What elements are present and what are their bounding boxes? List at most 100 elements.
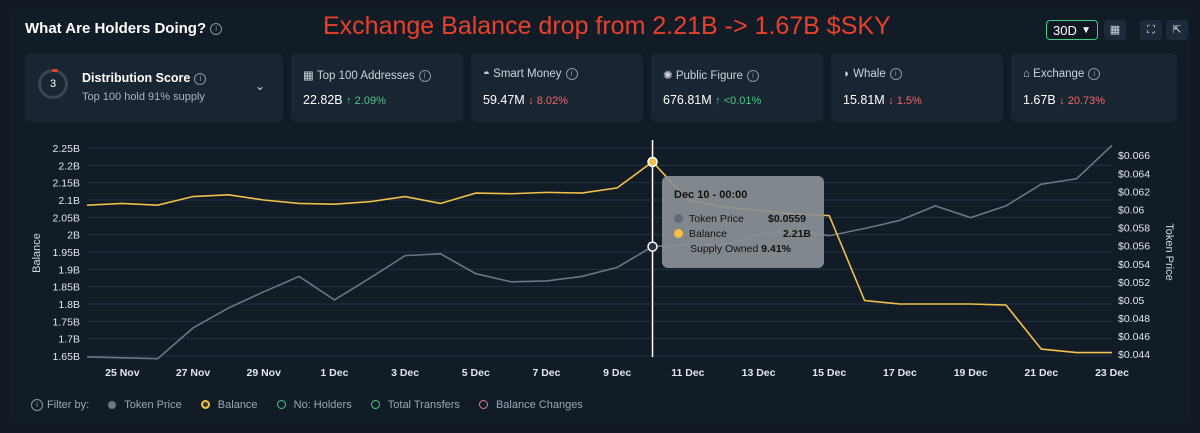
fullscreen-icon[interactable]: ⛶ bbox=[1140, 20, 1162, 40]
y-tick-label: 2.25B bbox=[53, 143, 80, 155]
chart-grid bbox=[87, 147, 1112, 357]
period-value: 30D bbox=[1053, 23, 1077, 38]
y-tick-label: 1.65B bbox=[53, 351, 80, 363]
y2-tick-label: $0.064 bbox=[1118, 168, 1150, 180]
info-icon[interactable]: i bbox=[565, 68, 578, 80]
exchange-card[interactable]: ⌂ Exchange i 1.67B ↓ 20.73% bbox=[1011, 53, 1177, 122]
y-axis-title: Balance bbox=[31, 233, 43, 273]
top100-card[interactable]: ▦ Top 100 Addresses i 22.82B ↑ 2.09% bbox=[291, 53, 463, 122]
y2-tick-label: $0.048 bbox=[1118, 313, 1150, 325]
token-price-line bbox=[86, 144, 1113, 360]
y-tick-label: 2.15B bbox=[53, 178, 80, 190]
legend-balance-changes[interactable]: Balance Changes bbox=[478, 399, 591, 411]
chevron-down-icon[interactable]: ⌄ bbox=[255, 79, 266, 93]
top100-label-row: ▦ Top 100 Addresses i bbox=[303, 68, 431, 82]
y-axis-right: $0.044 $0.046 $0.048 $0.05 $0.052 $0.054 $0.05… bbox=[1118, 150, 1150, 361]
whale-card[interactable]: ◗ Whale i 15.81M ↓ 1.5% bbox=[831, 53, 1003, 122]
public-label: Public Figure bbox=[675, 70, 743, 82]
whale-label-row: ◗ Whale i bbox=[843, 68, 902, 80]
smart-value-row: 59.47M ↓ 8.02% bbox=[483, 93, 568, 107]
legend-label: Token Price bbox=[124, 399, 182, 411]
info-icon[interactable]: i bbox=[418, 69, 431, 82]
public-figure-card[interactable]: ✺ Public Figure i 676.81M ↑ <0.01% bbox=[651, 53, 823, 122]
x-tick-label: 27 Nov bbox=[176, 367, 211, 379]
y-tick-label: 2.1B bbox=[58, 195, 80, 207]
filter-text: Filter by: bbox=[47, 399, 90, 411]
x-tick-label: 13 Dec bbox=[742, 367, 776, 379]
exchange-value: 1.67B bbox=[1023, 93, 1056, 107]
info-icon[interactable]: i bbox=[210, 23, 223, 36]
y2-tick-label: $0.052 bbox=[1118, 277, 1150, 289]
y2-tick-label: $0.066 bbox=[1118, 150, 1150, 162]
tooltip-supply-label: Supply Owned bbox=[690, 243, 759, 255]
y-axis-left: 1.65B 1.7B 1.75B 1.8B 1.85B 1.9B 1.95B 2B 2.05B 2… bbox=[53, 143, 80, 363]
legend-token-price[interactable]: Token Price bbox=[108, 399, 189, 411]
x-tick-label: 25 Nov bbox=[105, 367, 140, 379]
price-dot bbox=[674, 214, 683, 223]
y2-tick-label: $0.054 bbox=[1118, 259, 1150, 271]
hover-marker bbox=[647, 140, 658, 357]
x-tick-label: 19 Dec bbox=[954, 367, 988, 379]
tooltip-title: Dec 10 - 00:00 bbox=[674, 189, 748, 201]
balance-point bbox=[647, 156, 658, 168]
y2-tick-label: $0.056 bbox=[1118, 241, 1150, 253]
legend-dot bbox=[478, 400, 488, 409]
x-axis: 25 Nov 27 Nov 29 Nov 1 Dec 3 Dec 5 Dec 7 Dec 9 … bbox=[105, 367, 1129, 379]
tooltip-price-row: Token Price bbox=[674, 213, 744, 225]
public-label-row: ✺ Public Figure i bbox=[663, 68, 759, 82]
y-tick-label: 1.8B bbox=[58, 299, 80, 311]
panel-title-text: What Are Holders Doing? bbox=[25, 20, 207, 37]
top100-value: 22.82B bbox=[303, 93, 343, 107]
legend-label: No: Holders bbox=[293, 399, 352, 411]
legend-balance[interactable]: Balance bbox=[200, 399, 266, 411]
info-icon[interactable]: i bbox=[889, 68, 902, 80]
legend-dot bbox=[108, 401, 117, 409]
balance-dot bbox=[674, 229, 683, 238]
y-tick-label: 1.85B bbox=[53, 282, 80, 294]
legend-dot bbox=[276, 400, 286, 409]
y-tick-label: 2B bbox=[67, 230, 80, 242]
info-icon[interactable]: i bbox=[746, 69, 759, 82]
panel-title: What Are Holders Doing? i bbox=[25, 20, 223, 37]
x-tick-label: 15 Dec bbox=[812, 367, 846, 379]
legend-label: Balance bbox=[217, 399, 258, 411]
legend-dot bbox=[200, 400, 210, 409]
legend-label: Balance Changes bbox=[495, 399, 583, 411]
distribution-score-card[interactable]: 3 Distribution Score i Top 100 hold 91% s… bbox=[25, 53, 283, 122]
y2-axis-title: Token Price bbox=[1163, 223, 1175, 280]
smart-money-card[interactable]: ◓ Smart Money i 59.47M ↓ 8.02% bbox=[471, 53, 643, 122]
y2-tick-label: $0.046 bbox=[1118, 331, 1150, 343]
y2-tick-label: $0.05 bbox=[1118, 295, 1144, 307]
x-tick-label: 9 Dec bbox=[603, 367, 631, 379]
x-tick-label: 21 Dec bbox=[1024, 367, 1058, 379]
top100-value-row: 22.82B ↑ 2.09% bbox=[303, 93, 386, 107]
y-tick-label: 1.7B bbox=[58, 334, 80, 346]
y2-tick-label: $0.06 bbox=[1118, 204, 1144, 216]
share-icon[interactable]: ⇱ bbox=[1166, 20, 1188, 40]
price-point bbox=[647, 241, 658, 252]
distribution-label-row: Distribution Score i bbox=[82, 71, 207, 85]
exchange-change: ↓ 20.73% bbox=[1059, 95, 1106, 107]
period-select[interactable]: 30D ▼ bbox=[1046, 20, 1098, 40]
y2-tick-label: $0.058 bbox=[1118, 223, 1150, 235]
tooltip-balance-value: 2.21B bbox=[783, 228, 812, 240]
public-change: ↑ <0.01% bbox=[715, 95, 762, 107]
y-tick-label: 1.9B bbox=[58, 264, 80, 276]
smart-label-row: ◓ Smart Money i bbox=[483, 68, 578, 80]
info-icon[interactable]: i bbox=[194, 72, 207, 85]
headline-annotation: Exchange Balance drop from 2.21B -> 1.67… bbox=[323, 12, 891, 40]
x-tick-label: 7 Dec bbox=[532, 367, 560, 379]
legend-transfers[interactable]: Total Transfers bbox=[370, 399, 468, 411]
y2-tick-label: $0.062 bbox=[1118, 186, 1150, 198]
legend-holders[interactable]: No: Holders bbox=[276, 399, 360, 411]
tooltip-supply-value: 9.41% bbox=[761, 243, 791, 255]
calendar-icon[interactable]: ▦ bbox=[1104, 20, 1126, 40]
tooltip-price-label: Token Price bbox=[689, 213, 744, 225]
info-icon[interactable]: i bbox=[1088, 68, 1101, 80]
x-tick-label: 23 Dec bbox=[1095, 367, 1129, 379]
chart-series bbox=[86, 144, 1113, 360]
info-icon[interactable]: i bbox=[31, 399, 43, 412]
public-value: 676.81M bbox=[663, 93, 712, 107]
y-tick-label: 1.95B bbox=[53, 247, 80, 259]
